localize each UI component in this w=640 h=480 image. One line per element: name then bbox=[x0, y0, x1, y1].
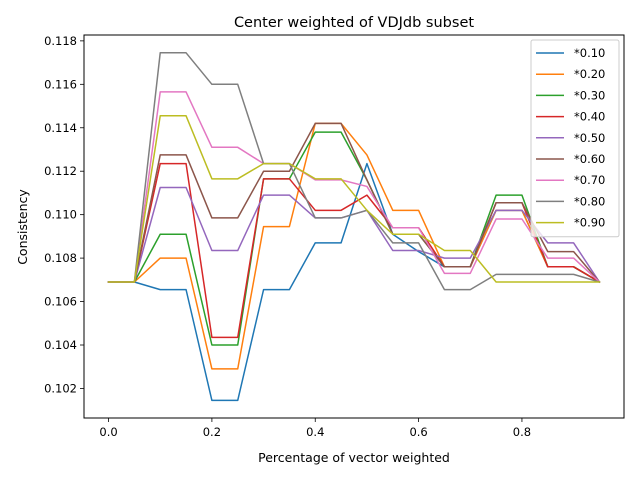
legend-label: *0.10 bbox=[574, 46, 605, 60]
legend-label: *0.70 bbox=[574, 173, 605, 187]
x-tick-label: 0.4 bbox=[306, 425, 324, 439]
y-tick-label: 0.118 bbox=[44, 34, 77, 48]
y-axis-ticks: 0.102 0.104 0.106 0.108 0.110 0.112 0.114 0.116… bbox=[44, 34, 84, 395]
y-tick-label: 0.108 bbox=[44, 251, 77, 265]
y-axis-label: Consistency bbox=[15, 189, 30, 265]
series-line-3 bbox=[107, 131, 601, 346]
x-tick-label: 0.0 bbox=[99, 425, 117, 439]
legend-label: *0.60 bbox=[574, 152, 605, 166]
legend-label: *0.50 bbox=[574, 131, 605, 145]
x-tick-label: 0.2 bbox=[203, 425, 221, 439]
legend-box bbox=[530, 39, 620, 238]
x-axis-label: Percentage of vector weighted bbox=[258, 450, 450, 465]
y-tick-label: 0.112 bbox=[44, 164, 77, 178]
series-line-7 bbox=[107, 91, 601, 284]
y-tick-label: 0.116 bbox=[44, 77, 77, 91]
series-layer bbox=[107, 52, 601, 402]
legend: *0.10 *0.20 *0.30 *0.40 *0.50 *0.60 *0.70 *0.80… bbox=[530, 39, 620, 238]
series-line-9 bbox=[107, 115, 601, 283]
legend-label: *0.30 bbox=[574, 88, 605, 102]
series-line-6 bbox=[107, 122, 601, 284]
y-tick-label: 0.110 bbox=[44, 208, 77, 222]
y-tick-label: 0.106 bbox=[44, 295, 77, 309]
legend-label: *0.40 bbox=[574, 110, 605, 124]
legend-label: *0.80 bbox=[574, 194, 605, 208]
legend-label: *0.90 bbox=[574, 216, 605, 230]
series-line-8 bbox=[107, 52, 601, 291]
chart-title: Center weighted of VDJdb subset bbox=[234, 15, 474, 31]
legend-label: *0.20 bbox=[574, 67, 605, 81]
y-tick-label: 0.104 bbox=[44, 338, 77, 352]
x-tick-label: 0.8 bbox=[513, 425, 531, 439]
y-tick-label: 0.114 bbox=[44, 121, 77, 135]
y-tick-label: 0.102 bbox=[44, 381, 77, 395]
x-axis-ticks: 0.0 0.2 0.4 0.6 0.8 bbox=[99, 418, 531, 439]
x-tick-label: 0.6 bbox=[409, 425, 427, 439]
plot-frame bbox=[83, 34, 625, 419]
